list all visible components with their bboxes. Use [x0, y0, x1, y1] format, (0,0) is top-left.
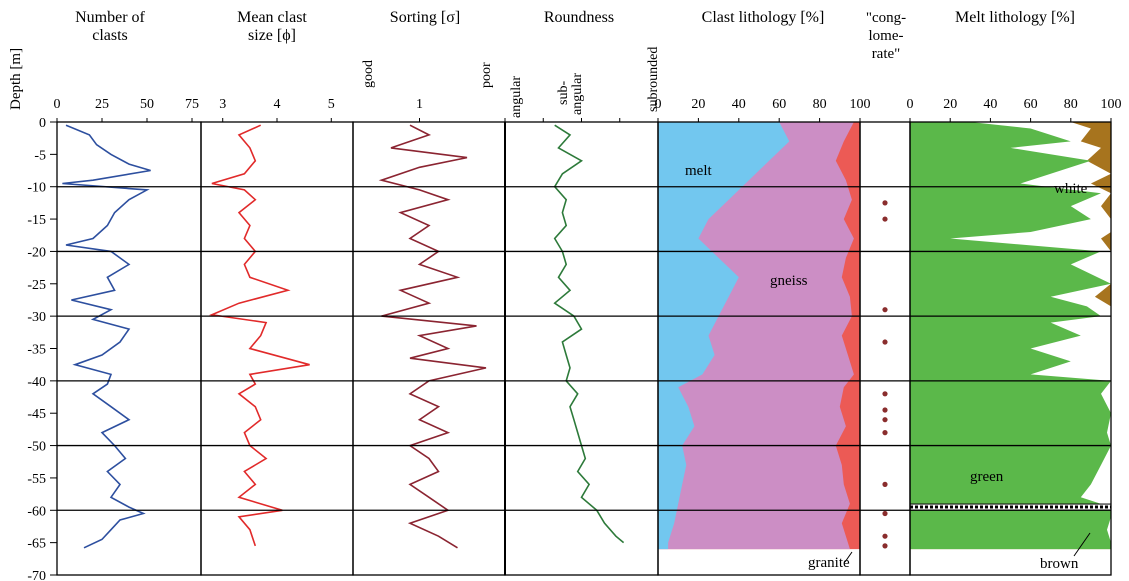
conglomerate-dot — [882, 510, 888, 517]
clasts-title-line2: clasts — [92, 27, 128, 44]
white-label: white — [1054, 181, 1088, 197]
depth-tick-label: -65 — [27, 537, 46, 552]
roundness-label-subrounded: subrounded — [646, 47, 661, 112]
x-tick-label: 100 — [850, 97, 871, 112]
conglomerate-dot — [882, 407, 888, 413]
panel-frame — [504, 121, 659, 576]
conglomerate-dot — [882, 216, 888, 222]
depth-tick-label: -20 — [27, 245, 46, 260]
x-tick-label: 25 — [95, 97, 109, 112]
depth-tick-label: -10 — [27, 181, 46, 196]
x-tick-label: 40 — [983, 97, 997, 112]
x-tick-label: 5 — [328, 97, 335, 112]
series-line — [553, 124, 625, 544]
melt-area — [658, 122, 790, 550]
green-label: green — [970, 469, 1004, 485]
conglomerate-dot — [882, 481, 888, 487]
x-tick-label: 80 — [813, 97, 827, 112]
depth-tick-label: -25 — [27, 278, 46, 293]
x-tick-label: 1 — [416, 97, 423, 112]
depth-tick-label: 0 — [39, 116, 46, 131]
top-x-ticks: 0 25 50 75 3 4 5 1 0 20 40 60 80 100 0 20 40 60 80 100 — [54, 97, 1122, 122]
green-area — [910, 122, 1111, 550]
granite-label: granite — [808, 555, 850, 571]
x-tick-label: 20 — [691, 97, 705, 112]
depth-tick-label: -55 — [27, 472, 46, 487]
clast-lithology-title: Clast lithology [%] — [702, 9, 825, 26]
depth-axis-ticks: 0 -5 -10 -15 -20 -25 -30 -35 -40 -45 -50 -55 -60 -65 -… — [27, 116, 57, 581]
depth-axis-label: Depth [m] — [8, 48, 24, 110]
x-tick-label: 75 — [185, 97, 199, 112]
series-line — [378, 124, 487, 549]
melt-lithology-title: Melt lithology [%] — [955, 9, 1075, 26]
melt-label: melt — [685, 163, 712, 179]
series-line — [62, 124, 151, 549]
x-tick-label: 60 — [1024, 97, 1038, 112]
x-tick-label: 4 — [274, 97, 281, 112]
x-tick-label: 80 — [1064, 97, 1078, 112]
conglomerate-title-line1: "cong- — [866, 10, 906, 26]
conglomerate-dot — [882, 430, 888, 436]
gneiss-label: gneiss — [770, 273, 808, 289]
clasts-title-line1: Number of — [75, 9, 145, 26]
x-tick-label: 100 — [1101, 97, 1122, 112]
gneiss-area — [658, 122, 854, 550]
depth-tick-label: -70 — [27, 569, 46, 581]
roundness-label-angular2: angular — [570, 73, 585, 115]
conglomerate-title-line2: lome- — [869, 28, 904, 44]
granite-leader-line — [844, 551, 853, 563]
panels — [62, 122, 1112, 550]
roundness-label-angular: angular — [509, 76, 524, 118]
depth-tick-label: -60 — [27, 504, 46, 519]
size-title-line2: size [ϕ] — [248, 27, 296, 44]
depth-tick-label: -15 — [27, 213, 46, 228]
in-chart-labels: melt gneiss granite white green brown — [685, 163, 1091, 572]
x-tick-label: 0 — [655, 97, 662, 112]
panel-frame — [200, 121, 354, 576]
panel-frame — [352, 121, 506, 576]
conglomerate-dot — [882, 200, 888, 206]
conglomerate-dot — [882, 307, 888, 313]
depth-tick-label: -45 — [27, 407, 46, 422]
brown-label: brown — [1040, 556, 1079, 572]
size-title-line1: Mean clast — [237, 9, 307, 26]
conglomerate-dot — [882, 339, 888, 345]
series-line — [208, 124, 310, 547]
x-tick-label: 40 — [732, 97, 746, 112]
depth-tick-label: -40 — [27, 375, 46, 390]
conglomerate-dot — [882, 417, 888, 423]
depth-tick-label: -50 — [27, 440, 46, 455]
x-tick-label: 50 — [140, 97, 154, 112]
depth-tick-label: -5 — [34, 148, 46, 163]
conglomerate-dot — [882, 391, 888, 397]
sorting-good-label: good — [361, 60, 376, 88]
conglomerate-dot — [882, 543, 888, 549]
x-tick-label: 0 — [907, 97, 914, 112]
roundness-label-sub: sub- — [556, 81, 571, 105]
depth-tick-label: -30 — [27, 310, 46, 325]
conglomerate-title-line3: rate" — [872, 46, 901, 62]
depth-gridlines — [57, 186, 1111, 511]
x-tick-label: 60 — [772, 97, 786, 112]
panel-frame — [859, 121, 911, 576]
brown-leader-line — [1073, 532, 1091, 557]
sorting-title: Sorting [σ] — [390, 9, 460, 26]
panel-frame — [909, 121, 1112, 576]
sorting-poor-label: poor — [479, 62, 494, 88]
x-tick-label: 3 — [219, 97, 226, 112]
x-tick-label: 20 — [943, 97, 957, 112]
roundness-title: Roundness — [544, 9, 614, 26]
x-tick-label: 0 — [54, 97, 61, 112]
conglomerate-dot — [882, 533, 888, 539]
depth-tick-label: -35 — [27, 343, 46, 358]
